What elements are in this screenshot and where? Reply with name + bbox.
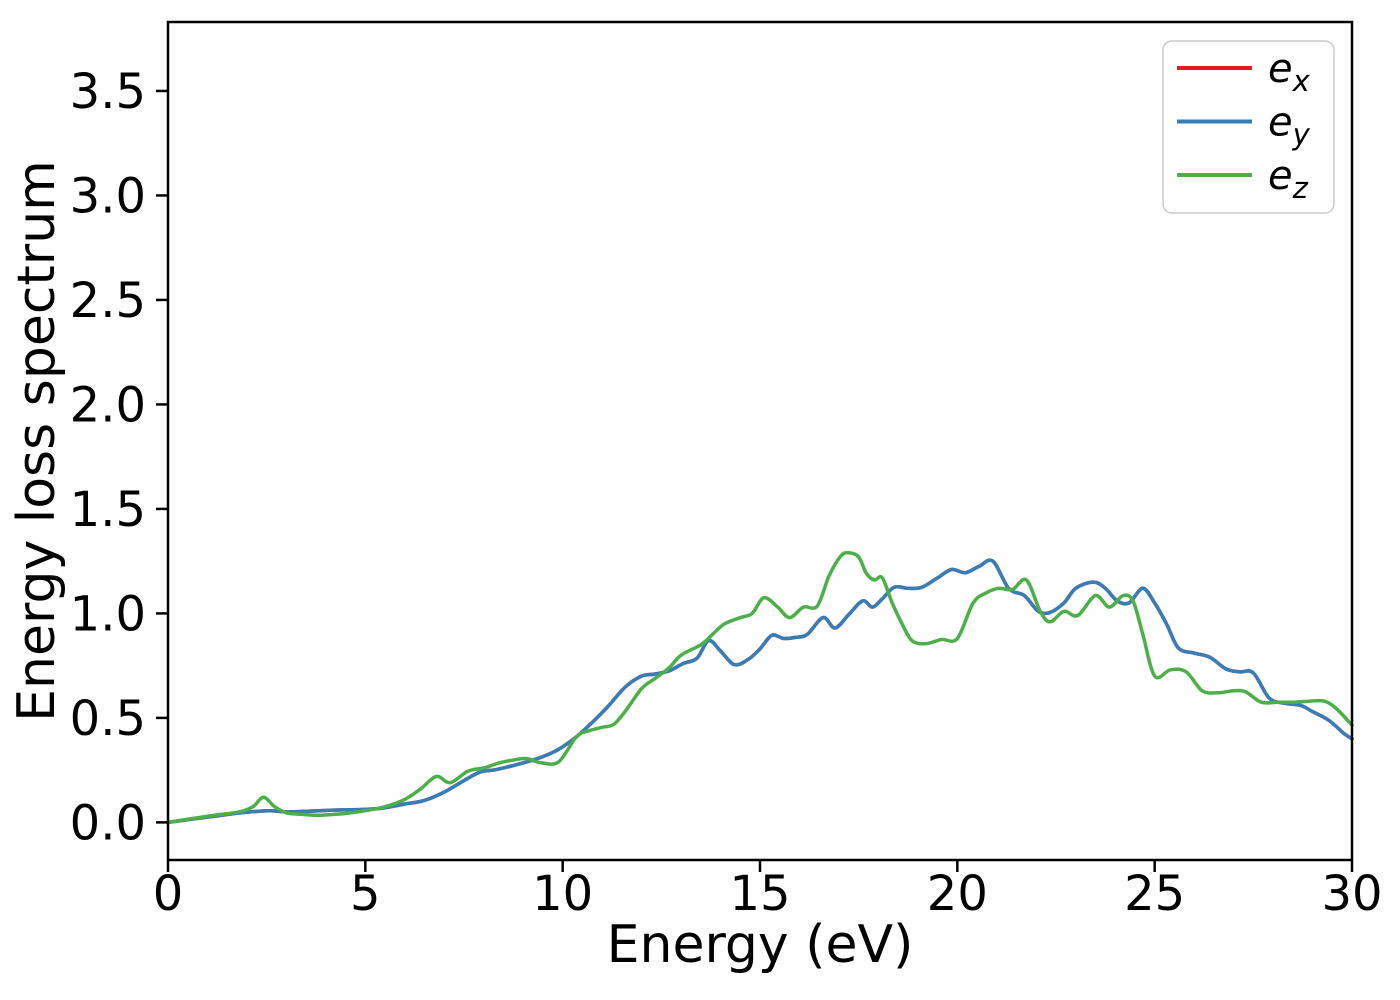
legend-label-e_x: ex <box>1268 46 1311 98</box>
y-tick-label: 1.0 <box>70 586 146 642</box>
x-axis-label: Energy (eV) <box>607 915 914 975</box>
y-tick-label: 0.0 <box>70 795 146 851</box>
x-tick-label: 0 <box>153 866 184 922</box>
y-axis-label: Energy loss spectrum <box>7 160 67 722</box>
x-tick-label: 10 <box>532 866 593 922</box>
x-tick-label: 15 <box>729 866 790 922</box>
y-tick-label: 2.5 <box>70 273 146 329</box>
y-tick-label: 3.5 <box>70 64 146 120</box>
legend-entry-e_x: ex <box>1177 46 1311 98</box>
legend-label-e_z: ez <box>1268 153 1309 205</box>
series-line-e_z <box>166 550 1354 825</box>
x-tick-label: 20 <box>927 866 988 922</box>
x-tick-label: 5 <box>350 866 381 922</box>
legend-frame <box>1162 40 1335 214</box>
y-tick-label: 3.0 <box>70 168 146 224</box>
y-tick-label: 0.5 <box>70 691 146 747</box>
y-axis-ticks: 0.0 0.5 1.0 1.5 2.0 2.5 3.0 3.5 <box>70 64 168 851</box>
legend-entry-e_y: ey <box>1177 100 1311 152</box>
series-line-e_y <box>166 558 1354 825</box>
x-axis-ticks: 0 5 10 15 20 25 30 <box>153 860 1383 922</box>
x-tick-label: 30 <box>1321 866 1382 922</box>
legend-entry-e_z: ez <box>1177 153 1309 205</box>
x-tick-label: 25 <box>1124 866 1185 922</box>
series-lines <box>166 550 1354 825</box>
y-tick-label: 1.5 <box>70 482 146 538</box>
y-tick-label: 2.0 <box>70 377 146 433</box>
legend-label-e_y: ey <box>1268 100 1311 152</box>
